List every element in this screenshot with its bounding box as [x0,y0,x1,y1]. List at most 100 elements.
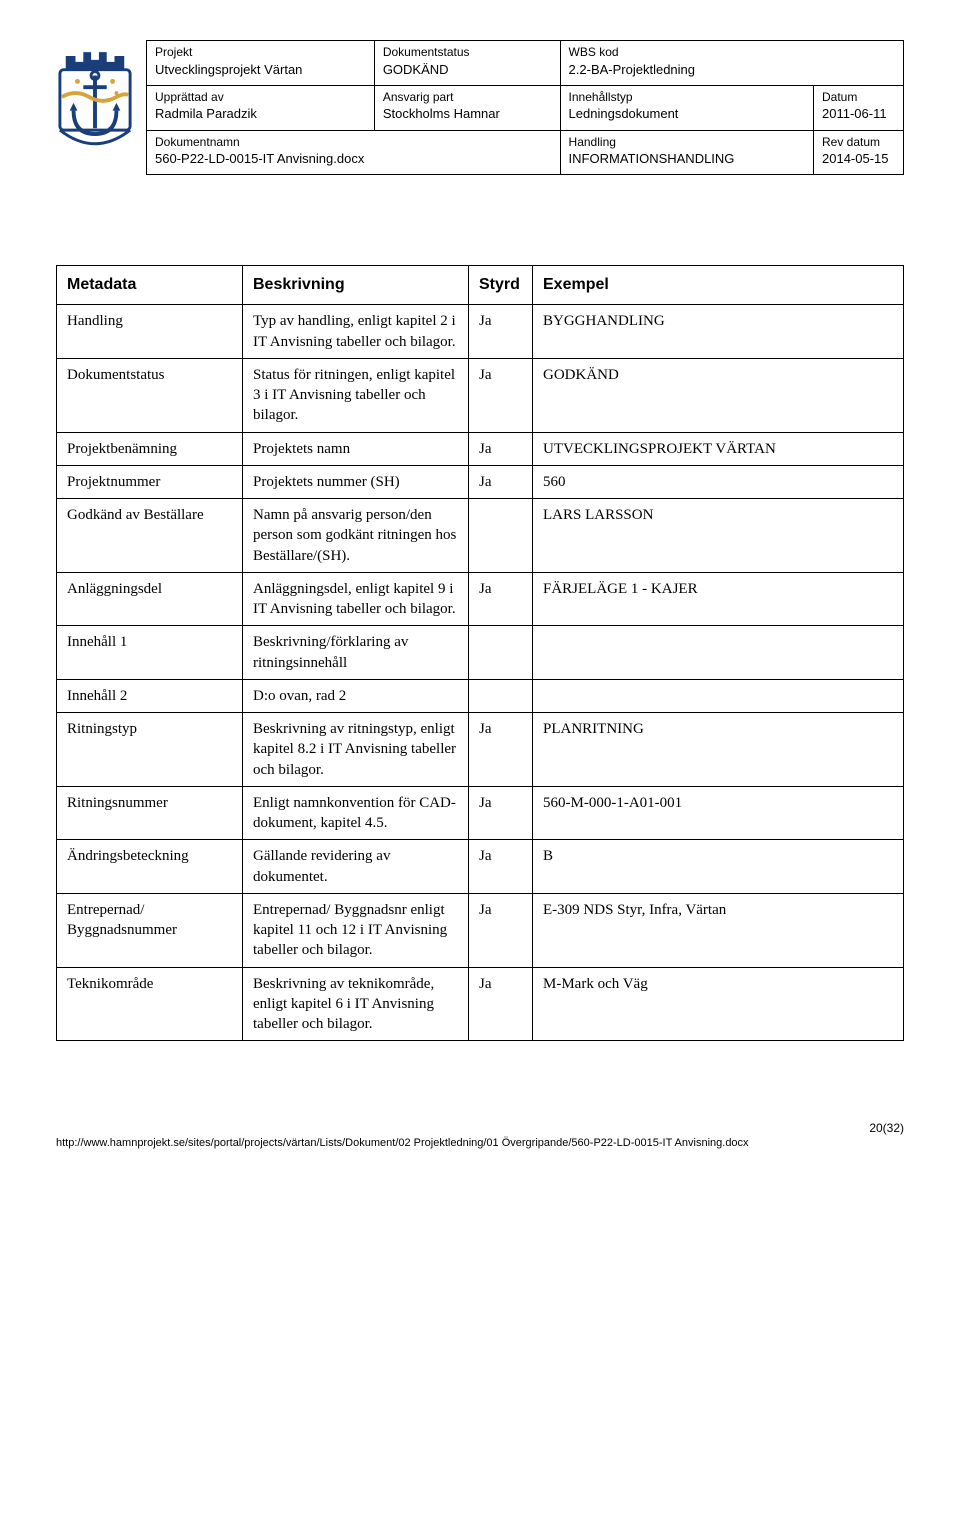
cell-beskrivning: Beskrivning/förklaring av ritningsinnehå… [243,626,469,680]
cell-metadata: Teknikområde [57,967,243,1041]
col-beskrivning: Beskrivning [243,266,469,305]
cell-metadata: Ritningsnummer [57,786,243,840]
col-styrd: Styrd [469,266,533,305]
cell-styrd: Ja [469,432,533,465]
hdr-value: Ledningsdokument [569,105,805,123]
cell-beskrivning: Typ av handling, enligt kapitel 2 i IT A… [243,305,469,359]
cell-exempel: E-309 NDS Styr, Infra, Värtan [533,893,904,967]
cell-beskrivning: Beskrivning av teknikområde, enligt kapi… [243,967,469,1041]
hdr-upprattad: Upprättad av Radmila Paradzik [147,85,375,130]
table-header-row: Metadata Beskrivning Styrd Exempel [57,266,904,305]
cell-metadata: Projektnummer [57,465,243,498]
hdr-value: INFORMATIONSHANDLING [569,150,805,168]
cell-metadata: Godkänd av Beställare [57,499,243,573]
table-row: Godkänd av BeställareNamn på ansvarig pe… [57,499,904,573]
cell-styrd [469,626,533,680]
header-row-1: Projekt Utvecklingsprojekt Värtan Dokume… [147,41,904,86]
cell-beskrivning: D:o ovan, rad 2 [243,679,469,712]
hdr-dokumentstatus: Dokumentstatus GODKÄND [374,41,560,86]
cell-beskrivning: Beskrivning av ritningstyp, enligt kapit… [243,713,469,787]
col-exempel: Exempel [533,266,904,305]
cell-metadata: Ritningstyp [57,713,243,787]
cell-beskrivning: Entrepernad/ Byggnadsnr enligt kapitel 1… [243,893,469,967]
hdr-value: GODKÄND [383,61,552,79]
cell-beskrivning: Gällande revidering av dokumentet. [243,840,469,894]
page: Projekt Utvecklingsprojekt Värtan Dokume… [0,0,960,1179]
cell-metadata: Dokumentstatus [57,358,243,432]
metadata-table: Metadata Beskrivning Styrd Exempel Handl… [56,265,904,1041]
cell-beskrivning: Anläggningsdel, enligt kapitel 9 i IT An… [243,572,469,626]
table-row: DokumentstatusStatus för ritningen, enli… [57,358,904,432]
cell-beskrivning: Namn på ansvarig person/den person som g… [243,499,469,573]
cell-metadata: Ändringsbeteckning [57,840,243,894]
hdr-revdatum: Rev datum 2014-05-15 [814,130,904,175]
cell-styrd [469,679,533,712]
table-row: Innehåll 2D:o ovan, rad 2 [57,679,904,712]
table-row: HandlingTyp av handling, enligt kapitel … [57,305,904,359]
table-row: TeknikområdeBeskrivning av teknikområde,… [57,967,904,1041]
hdr-datum: Datum 2011-06-11 [814,85,904,130]
hdr-label: Dokumentstatus [383,45,552,61]
cell-styrd: Ja [469,713,533,787]
cell-styrd: Ja [469,305,533,359]
logo [56,40,134,155]
table-body: HandlingTyp av handling, enligt kapitel … [57,305,904,1041]
table-row: ProjektnummerProjektets nummer (SH)Ja560 [57,465,904,498]
cell-styrd: Ja [469,358,533,432]
hdr-value: 2011-06-11 [822,105,895,123]
cell-exempel [533,679,904,712]
cell-exempel: LARS LARSSON [533,499,904,573]
cell-exempel: PLANRITNING [533,713,904,787]
table-row: AnläggningsdelAnläggningsdel, enligt kap… [57,572,904,626]
header-row-3: Dokumentnamn 560-P22-LD-0015-IT Anvisnin… [147,130,904,175]
cell-exempel [533,626,904,680]
cell-styrd: Ja [469,572,533,626]
hdr-label: Rev datum [822,135,895,151]
hdr-wbskod: WBS kod 2.2-BA-Projektledning [560,41,903,86]
hdr-value: Stockholms Hamnar [383,105,552,123]
cell-beskrivning: Enligt namnkonvention för CAD-dokument, … [243,786,469,840]
cell-styrd: Ja [469,893,533,967]
cell-exempel: FÄRJELÄGE 1 - KAJER [533,572,904,626]
hdr-value: 560-P22-LD-0015-IT Anvisning.docx [155,150,552,168]
hdr-innehallstyp: Innehållstyp Ledningsdokument [560,85,813,130]
table-row: RitningsnummerEnligt namnkonvention för … [57,786,904,840]
cell-exempel: B [533,840,904,894]
hdr-value: 2014-05-15 [822,150,895,168]
cell-exempel: UTVECKLINGSPROJEKT VÄRTAN [533,432,904,465]
cell-exempel: M-Mark och Väg [533,967,904,1041]
table-row: Innehåll 1Beskrivning/förklaring av ritn… [57,626,904,680]
hdr-value: Radmila Paradzik [155,105,366,123]
cell-styrd: Ja [469,967,533,1041]
cell-beskrivning: Projektets namn [243,432,469,465]
hdr-label: WBS kod [569,45,895,61]
cell-metadata: Handling [57,305,243,359]
header-row-2: Upprättad av Radmila Paradzik Ansvarig p… [147,85,904,130]
cell-exempel: GODKÄND [533,358,904,432]
cell-metadata: Innehåll 1 [57,626,243,680]
footer: 20(32) http://www.hamnprojekt.se/sites/p… [56,1121,904,1149]
footer-path: http://www.hamnprojekt.se/sites/portal/p… [56,1137,904,1149]
hdr-handling: Handling INFORMATIONSHANDLING [560,130,813,175]
hdr-label: Innehållstyp [569,90,805,106]
header-table: Projekt Utvecklingsprojekt Värtan Dokume… [146,40,904,175]
header: Projekt Utvecklingsprojekt Värtan Dokume… [56,40,904,175]
hdr-label: Datum [822,90,895,106]
cell-exempel: BYGGHANDLING [533,305,904,359]
table-row: Entrepernad/ ByggnadsnummerEntrepernad/ … [57,893,904,967]
cell-beskrivning: Status för ritningen, enligt kapitel 3 i… [243,358,469,432]
hdr-value: Utvecklingsprojekt Värtan [155,61,366,79]
cell-styrd: Ja [469,465,533,498]
hdr-label: Ansvarig part [383,90,552,106]
cell-metadata: Entrepernad/ Byggnadsnummer [57,893,243,967]
table-row: ÄndringsbeteckningGällande revidering av… [57,840,904,894]
table-row: RitningstypBeskrivning av ritningstyp, e… [57,713,904,787]
cell-exempel: 560-M-000-1-A01-001 [533,786,904,840]
hdr-ansvarig: Ansvarig part Stockholms Hamnar [374,85,560,130]
cell-metadata: Anläggningsdel [57,572,243,626]
cell-metadata: Innehåll 2 [57,679,243,712]
cell-beskrivning: Projektets nummer (SH) [243,465,469,498]
table-row: ProjektbenämningProjektets namnJaUTVECKL… [57,432,904,465]
hdr-dokumentnamn: Dokumentnamn 560-P22-LD-0015-IT Anvisnin… [147,130,561,175]
hdr-projekt: Projekt Utvecklingsprojekt Värtan [147,41,375,86]
